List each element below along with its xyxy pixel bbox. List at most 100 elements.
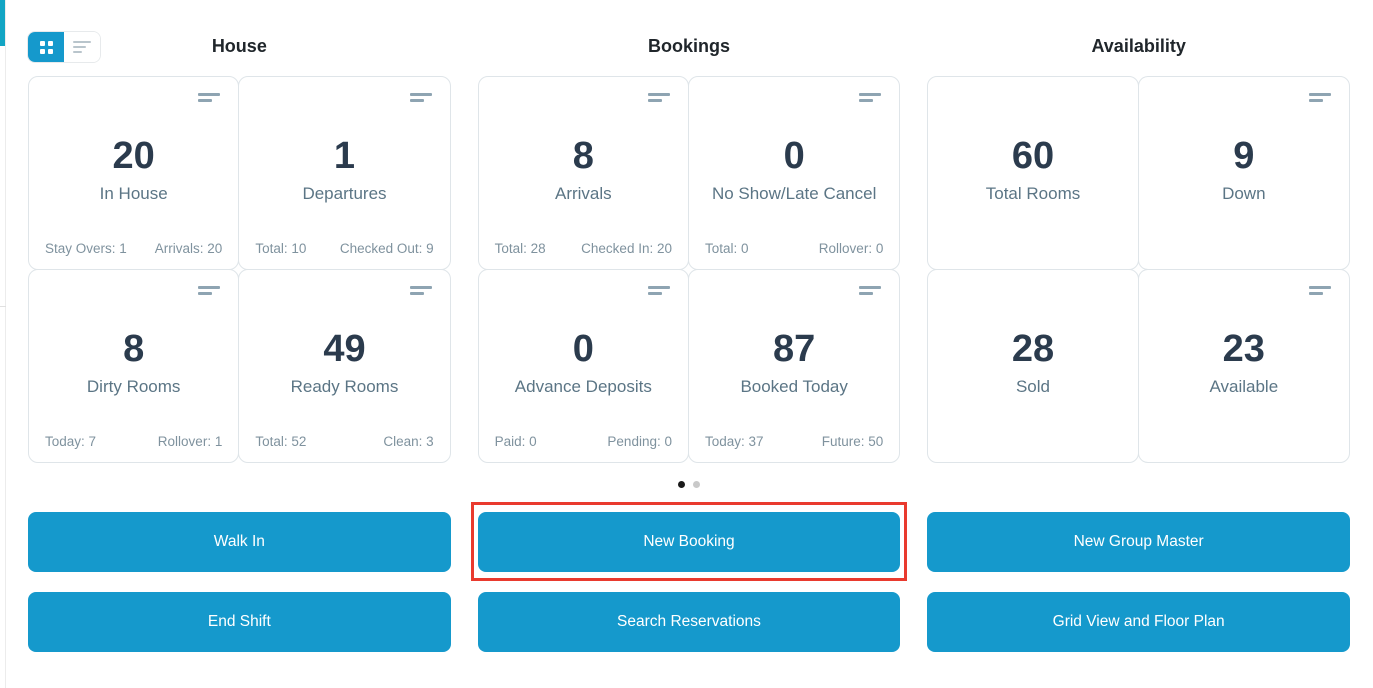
card-menu-icon[interactable] bbox=[857, 284, 883, 297]
stat-value: 23 bbox=[1222, 328, 1265, 370]
sidebar-edge-tick bbox=[0, 306, 6, 307]
stat-label: Sold bbox=[1015, 377, 1050, 396]
card-menu-icon[interactable] bbox=[408, 91, 434, 104]
stat-substats: Total: 0 Rollover: 0 bbox=[705, 241, 883, 256]
substat-right: Checked In: 20 bbox=[581, 241, 672, 256]
stat-card-arrivals[interactable]: 8 Arrivals Total: 28 Checked In: 20 bbox=[477, 76, 689, 270]
stat-card-available[interactable]: 23 Available bbox=[1137, 269, 1350, 463]
substat-right: Checked Out: 9 bbox=[339, 241, 434, 256]
action-cell: New Group Master bbox=[927, 512, 1350, 572]
stat-card-in-house[interactable]: 20 In House Stay Overs: 1 Arrivals: 20 bbox=[28, 76, 240, 270]
stat-card-sold[interactable]: 28 Sold bbox=[927, 269, 1139, 463]
action-cell: End Shift bbox=[28, 592, 451, 652]
stat-value: 87 bbox=[773, 328, 816, 370]
stat-card-total-rooms[interactable]: 60 Total Rooms bbox=[927, 76, 1139, 270]
stat-label: Departures bbox=[302, 184, 387, 203]
stat-label: Arrivals bbox=[554, 184, 612, 203]
card-menu-icon[interactable] bbox=[857, 91, 883, 104]
action-buttons: Walk In New Booking New Group Master End… bbox=[28, 502, 1350, 652]
substat-right: Rollover: 1 bbox=[157, 434, 223, 449]
sidebar-edge-divider bbox=[5, 0, 6, 688]
column-title-house: House bbox=[211, 35, 267, 56]
stat-substats: Total: 52 Clean: 3 bbox=[255, 434, 433, 449]
stat-card-columns: 20 In House Stay Overs: 1 Arrivals: 20 1… bbox=[28, 76, 1350, 463]
carousel-dots bbox=[28, 481, 1350, 488]
stat-label: Booked Today bbox=[740, 377, 848, 396]
substat-left: Total: 0 bbox=[704, 241, 749, 256]
end-shift-button[interactable]: End Shift bbox=[28, 592, 451, 652]
substat-left: Total: 28 bbox=[494, 241, 546, 256]
stat-value: 8 bbox=[572, 135, 594, 177]
stat-substats: Stay Overs: 1 Arrivals: 20 bbox=[45, 241, 222, 256]
stat-label: Dirty Rooms bbox=[86, 377, 181, 396]
action-cell: Search Reservations bbox=[477, 592, 901, 652]
carousel-dot-1[interactable] bbox=[678, 481, 685, 488]
stat-label: Available bbox=[1209, 377, 1279, 396]
stat-card-down[interactable]: 9 Down bbox=[1137, 76, 1350, 270]
card-menu-icon[interactable] bbox=[408, 284, 434, 297]
search-reservations-button[interactable]: Search Reservations bbox=[477, 592, 901, 652]
stat-value: 0 bbox=[783, 135, 805, 177]
view-toggle bbox=[28, 32, 100, 62]
card-menu-icon[interactable] bbox=[196, 91, 222, 104]
substat-right: Rollover: 0 bbox=[818, 241, 884, 256]
stat-label: No Show/Late Cancel bbox=[711, 184, 877, 203]
card-group-house: 20 In House Stay Overs: 1 Arrivals: 20 1… bbox=[28, 76, 451, 463]
card-menu-icon[interactable] bbox=[646, 284, 672, 297]
stat-card-departures[interactable]: 1 Departures Total: 10 Checked Out: 9 bbox=[238, 76, 451, 270]
sidebar-edge-accent-bar bbox=[0, 0, 5, 46]
section-header-row: House Bookings Availability bbox=[28, 30, 1350, 62]
stat-value: 8 bbox=[123, 328, 145, 370]
stat-value: 1 bbox=[333, 135, 356, 177]
card-group-availability: 60 Total Rooms 9 Down 28 Sold 23 Availab… bbox=[927, 76, 1350, 463]
stat-card-booked-today[interactable]: 87 Booked Today Today: 37 Future: 50 bbox=[687, 269, 901, 463]
column-title-availability: Availability bbox=[1091, 35, 1186, 56]
stat-label: Down bbox=[1222, 184, 1266, 203]
substat-left: Total: 52 bbox=[255, 434, 307, 449]
grid-view-toggle-button[interactable] bbox=[28, 32, 64, 62]
stat-label: Advance Deposits bbox=[514, 377, 652, 396]
stat-label: Total Rooms bbox=[985, 184, 1081, 203]
new-booking-highlight-box: New Booking bbox=[470, 502, 907, 581]
stat-card-no-show-late-cancel[interactable]: 0 No Show/Late Cancel Total: 0 Rollover:… bbox=[687, 76, 901, 270]
dashboard: House Bookings Availability 20 In House … bbox=[28, 30, 1350, 652]
card-menu-icon[interactable] bbox=[1307, 91, 1333, 104]
substat-left: Paid: 0 bbox=[494, 434, 537, 449]
substat-left: Today: 7 bbox=[45, 434, 97, 449]
grid-view-floor-plan-button[interactable]: Grid View and Floor Plan bbox=[927, 592, 1350, 652]
list-view-icon bbox=[73, 41, 91, 53]
stat-value: 60 bbox=[1011, 135, 1055, 177]
substat-right: Clean: 3 bbox=[383, 434, 434, 449]
walk-in-button[interactable]: Walk In bbox=[28, 512, 451, 572]
card-menu-icon[interactable] bbox=[1307, 284, 1333, 297]
stat-substats: Today: 7 Rollover: 1 bbox=[45, 434, 222, 449]
card-menu-icon[interactable] bbox=[646, 91, 672, 104]
action-cell: Walk In bbox=[28, 512, 451, 572]
stat-value: 9 bbox=[1233, 135, 1255, 177]
new-group-master-button[interactable]: New Group Master bbox=[927, 512, 1350, 572]
stat-value: 49 bbox=[323, 328, 366, 370]
stat-label: Ready Rooms bbox=[290, 377, 399, 396]
stat-card-dirty-rooms[interactable]: 8 Dirty Rooms Today: 7 Rollover: 1 bbox=[28, 269, 240, 463]
carousel-dot-2[interactable] bbox=[693, 481, 700, 488]
stat-substats: Total: 28 Checked In: 20 bbox=[495, 241, 672, 256]
grid-view-icon bbox=[39, 40, 53, 54]
stat-card-advance-deposits[interactable]: 0 Advance Deposits Paid: 0 Pending: 0 bbox=[477, 269, 689, 463]
stat-value: 0 bbox=[572, 328, 594, 370]
card-group-bookings: 8 Arrivals Total: 28 Checked In: 20 0 No… bbox=[477, 76, 901, 463]
stat-card-ready-rooms[interactable]: 49 Ready Rooms Total: 52 Clean: 3 bbox=[238, 269, 451, 463]
stat-substats: Paid: 0 Pending: 0 bbox=[495, 434, 672, 449]
stat-substats: Total: 10 Checked Out: 9 bbox=[255, 241, 433, 256]
new-booking-button[interactable]: New Booking bbox=[477, 512, 901, 572]
substat-right: Arrivals: 20 bbox=[154, 241, 223, 256]
column-title-bookings: Bookings bbox=[647, 35, 730, 56]
stat-label: In House bbox=[99, 184, 168, 203]
card-menu-icon[interactable] bbox=[196, 284, 222, 297]
action-cell: Grid View and Floor Plan bbox=[927, 592, 1350, 652]
substat-left: Total: 10 bbox=[255, 241, 307, 256]
list-view-toggle-button[interactable] bbox=[64, 32, 100, 62]
stat-substats: Today: 37 Future: 50 bbox=[705, 434, 883, 449]
substat-left: Stay Overs: 1 bbox=[45, 241, 127, 256]
stat-value: 28 bbox=[1011, 328, 1055, 370]
substat-left: Today: 37 bbox=[704, 434, 764, 449]
